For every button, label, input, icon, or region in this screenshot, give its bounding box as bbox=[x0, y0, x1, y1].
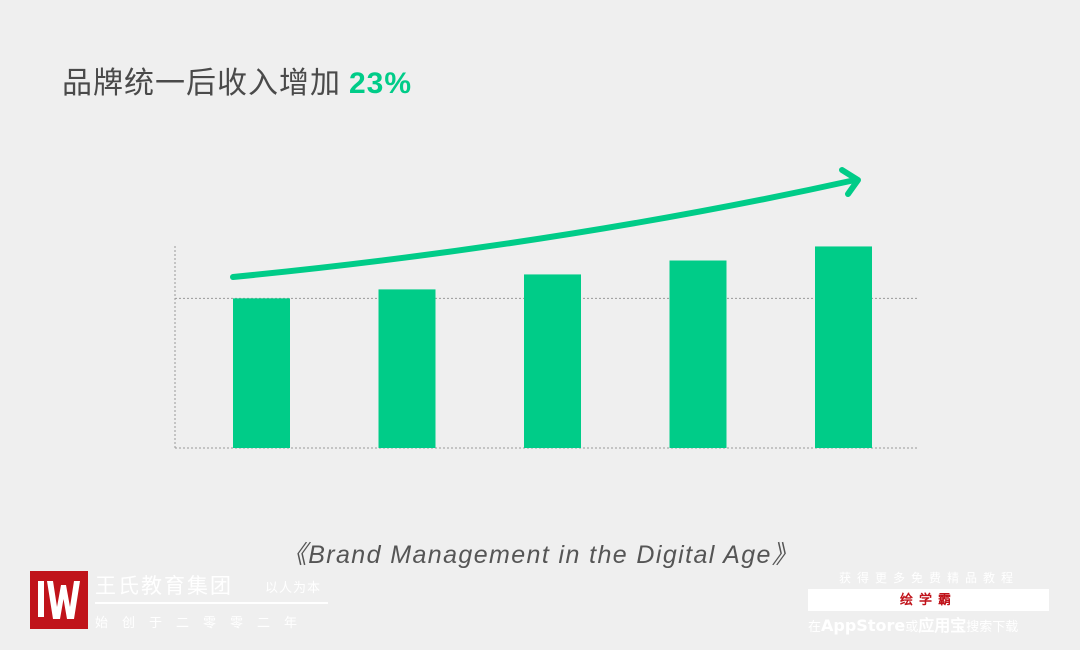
promo-bottom-5: 搜索下载 bbox=[966, 620, 1019, 635]
promo-top-text: 获得更多免费精品教程 bbox=[838, 571, 1019, 585]
bar-chart bbox=[174, 167, 918, 449]
promo-yingyongbao: 应用宝 bbox=[918, 616, 967, 635]
slide-title-accent: 23% bbox=[349, 67, 413, 100]
bar-5 bbox=[815, 246, 872, 448]
brand-slogan: 以人为本 bbox=[265, 581, 322, 596]
bar-3 bbox=[524, 274, 581, 448]
slide-title: 品牌统一后收入增加 23% bbox=[62, 58, 412, 102]
brand-name: 王氏教育集团 bbox=[95, 574, 233, 598]
promo-bottom-text: 在AppStore或应用宝搜索下载 bbox=[808, 612, 1050, 636]
bar-4 bbox=[669, 260, 727, 448]
brand-logo-icon bbox=[30, 571, 88, 629]
promo-bottom-3: 或 bbox=[905, 620, 919, 635]
brand-divider bbox=[95, 602, 328, 604]
trend-arrow-head-icon bbox=[839, 167, 861, 197]
promo-bottom-1: 在 bbox=[808, 620, 822, 635]
book-title: 《Brand Management in the Digital Age》 bbox=[281, 541, 799, 569]
promo-app-name: 绘学霸 bbox=[899, 593, 957, 608]
trend-arrow-line bbox=[230, 177, 858, 280]
slide-title-text: 品牌统一后收入增加 bbox=[62, 66, 341, 101]
brand-since: 始创于二零零二年 bbox=[95, 616, 312, 631]
promo-app-badge: 绘学霸 bbox=[808, 589, 1049, 611]
bar-2 bbox=[378, 289, 436, 448]
promo-appstore: AppStore bbox=[821, 616, 906, 635]
bar-1 bbox=[233, 298, 290, 448]
